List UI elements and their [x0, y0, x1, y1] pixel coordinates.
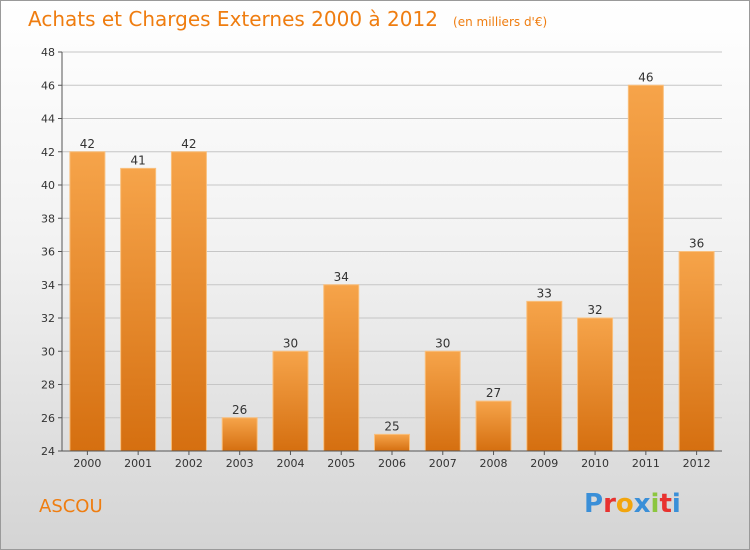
bar-2002 — [170, 151, 207, 452]
x-tick-label-2000: 2000 — [73, 457, 101, 470]
x-tick-label-2011: 2011 — [632, 457, 660, 470]
x-tick-label-2001: 2001 — [124, 457, 152, 470]
data-label-2001: 41 — [131, 153, 146, 167]
data-label-2005: 34 — [334, 270, 349, 284]
x-tick-label-2005: 2005 — [327, 457, 355, 470]
data-label-2003: 26 — [232, 403, 247, 417]
data-label-2012: 36 — [689, 237, 704, 251]
y-tick-label: 24 — [41, 445, 55, 458]
bar-2009 — [526, 300, 563, 452]
bar-2006 — [374, 433, 410, 452]
data-labels: 42 41 42 26 30 34 25 30 27 33 32 46 36 — [80, 70, 705, 433]
commune-name: ASCOU — [39, 496, 103, 517]
logo-letter: i — [671, 489, 681, 519]
y-tick-label: 46 — [41, 79, 55, 92]
logo-letter: o — [615, 489, 634, 519]
x-tick-label-2003: 2003 — [226, 457, 254, 470]
logo-letter: i — [650, 489, 660, 519]
x-tick-label-2010: 2010 — [581, 457, 609, 470]
y-tick-label: 36 — [41, 246, 55, 259]
y-tick-label: 40 — [41, 179, 55, 192]
logo-letter: P — [584, 489, 604, 519]
bars — [69, 84, 715, 452]
bar-2007 — [424, 350, 461, 452]
y-tick-label: 38 — [41, 212, 55, 225]
x-tick-label-2006: 2006 — [378, 457, 406, 470]
data-label-2002: 42 — [181, 137, 196, 151]
logo-letter: r — [603, 489, 616, 519]
proxiti-logo[interactable]: Proxiti — [584, 489, 681, 519]
x-tick-label-2009: 2009 — [530, 457, 558, 470]
y-tick-label: 30 — [41, 345, 55, 358]
data-label-2006: 25 — [384, 419, 399, 433]
x-tick-label-2004: 2004 — [276, 457, 304, 470]
unit-text: (en milliers d'€) — [453, 15, 548, 29]
bar-2004 — [272, 350, 309, 452]
x-tick-label-2002: 2002 — [175, 457, 203, 470]
y-tick-label: 34 — [41, 279, 55, 292]
y-tick-label: 32 — [41, 312, 55, 325]
grid-lines — [62, 51, 722, 452]
bar-2001 — [120, 167, 157, 452]
axes: 24 26 28 30 32 34 36 38 40 42 44 46 48 2000 2001 2002 20… — [41, 46, 722, 470]
data-label-2009: 33 — [537, 286, 552, 300]
data-label-2004: 30 — [283, 336, 298, 350]
title-text: Achats et Charges Externes 2000 à 2012 — [28, 7, 438, 31]
x-tick-label-2012: 2012 — [683, 457, 711, 470]
bar-2012 — [678, 251, 715, 452]
bar-2011 — [627, 84, 664, 452]
bar-2003 — [221, 417, 258, 452]
bar-2000 — [69, 151, 106, 452]
chart-title: Achats et Charges Externes 2000 à 2012 (… — [28, 7, 547, 31]
data-label-2010: 32 — [587, 303, 602, 317]
x-tick-label-2008: 2008 — [480, 457, 508, 470]
y-tick-label: 26 — [41, 412, 55, 425]
data-label-2011: 46 — [638, 70, 653, 84]
y-tick-label: 28 — [41, 379, 55, 392]
y-tick-label: 44 — [41, 113, 55, 126]
data-label-2000: 42 — [80, 137, 95, 151]
logo-letter: x — [633, 489, 651, 519]
bar-2005 — [323, 284, 360, 452]
data-label-2007: 30 — [435, 336, 450, 350]
data-label-2008: 27 — [486, 386, 501, 400]
x-tick-label-2007: 2007 — [429, 457, 457, 470]
y-tick-label: 48 — [41, 46, 55, 59]
bar-2008 — [475, 400, 512, 452]
y-tick-label: 42 — [41, 146, 55, 159]
bar-2010 — [577, 317, 614, 452]
logo-letter: t — [659, 489, 672, 519]
